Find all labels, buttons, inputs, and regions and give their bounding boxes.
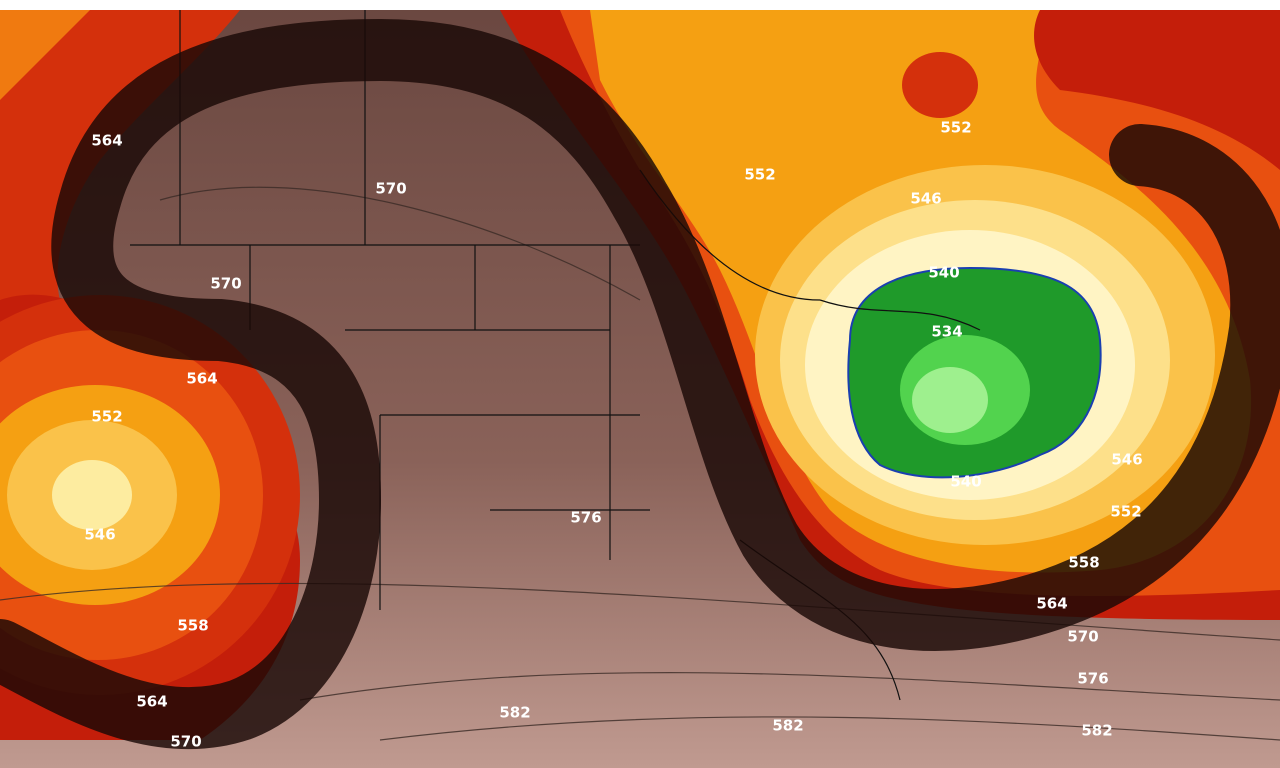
ne-red bbox=[1034, 10, 1280, 170]
contour-label: 570 bbox=[210, 275, 241, 293]
top-strip bbox=[0, 0, 1280, 10]
contour-label: 582 bbox=[499, 704, 530, 722]
jet-stream bbox=[0, 18, 1280, 750]
contour-label: 546 bbox=[910, 190, 941, 208]
contour-label: 582 bbox=[772, 717, 803, 735]
contour-label: 546 bbox=[84, 526, 115, 544]
contour-label: 570 bbox=[170, 733, 201, 751]
contour-label: 552 bbox=[940, 119, 971, 137]
contour-label: 570 bbox=[375, 180, 406, 198]
contour-label: 546 bbox=[1111, 451, 1142, 469]
trough-green-core bbox=[912, 367, 988, 433]
contour-label: 558 bbox=[177, 617, 208, 635]
contour-label: 534 bbox=[931, 323, 962, 341]
contour-label: 582 bbox=[1081, 722, 1112, 740]
contour-label: 564 bbox=[136, 693, 167, 711]
contour-label: 564 bbox=[1036, 595, 1067, 613]
contour-label: 540 bbox=[928, 264, 959, 282]
contour-label: 558 bbox=[1068, 554, 1099, 572]
nw-orange bbox=[0, 10, 90, 100]
contour-label: 540 bbox=[950, 473, 981, 491]
contour bbox=[379, 716, 1280, 741]
contour-label: 570 bbox=[1067, 628, 1098, 646]
small-low bbox=[902, 52, 978, 118]
contour-label: 552 bbox=[744, 166, 775, 184]
contour bbox=[299, 672, 1280, 701]
contour-label: 552 bbox=[91, 408, 122, 426]
contour-labels: 564 570 570 564 552 546 558 564 570 576 … bbox=[84, 119, 1142, 751]
contour-label: 552 bbox=[1110, 503, 1141, 521]
contour-label: 564 bbox=[91, 132, 122, 150]
contours bbox=[0, 186, 1280, 741]
contour-label: 564 bbox=[186, 370, 217, 388]
contour-label: 576 bbox=[1077, 670, 1108, 688]
low-core bbox=[52, 460, 132, 530]
contour bbox=[159, 186, 641, 301]
contour-label: 576 bbox=[570, 509, 601, 527]
